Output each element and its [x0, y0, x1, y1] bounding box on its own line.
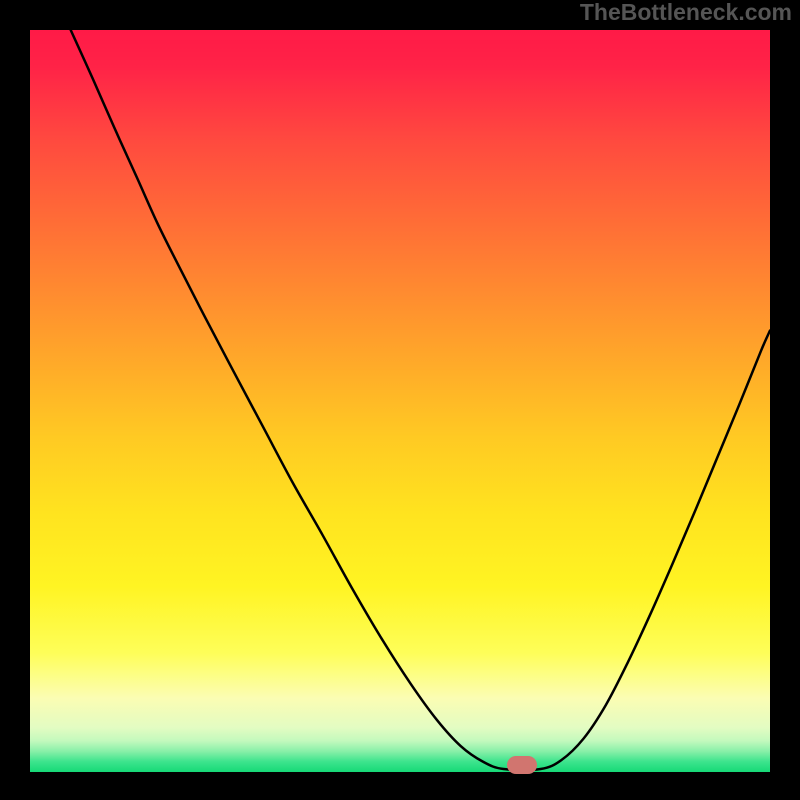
watermark-text: TheBottleneck.com — [580, 0, 792, 26]
plot-area — [30, 30, 770, 772]
chart-frame: TheBottleneck.com — [0, 0, 800, 800]
curve-layer — [30, 30, 770, 772]
bottleneck-marker — [507, 756, 537, 774]
bottleneck-curve — [71, 30, 770, 770]
